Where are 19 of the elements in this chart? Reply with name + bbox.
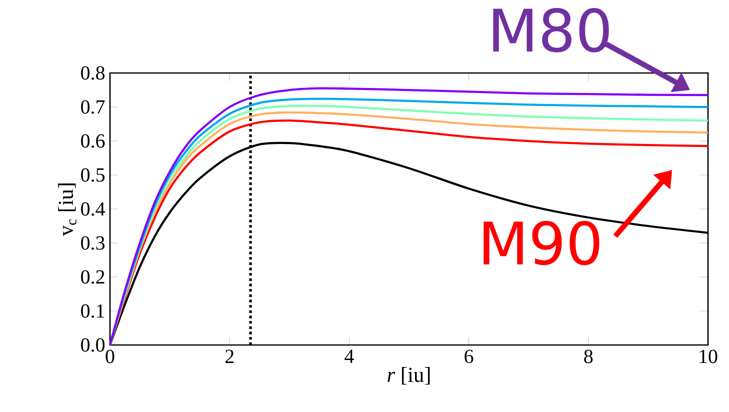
- y-tick-label: 0.6: [81, 134, 105, 148]
- x-tick-label: 2: [225, 350, 234, 363]
- text: M80: [493, 8, 609, 52]
- y-tick-label: 0.0: [81, 338, 105, 352]
- x-tick-label: 8: [584, 350, 593, 364]
- x-tick-label: 4: [344, 350, 354, 363]
- y-tick-label: 0.4: [81, 202, 105, 216]
- y-tick-label: 0.8: [81, 66, 105, 80]
- y-axis-title: v$_{c}$ [iu]: [58, 184, 76, 236]
- x-axis-title: r [iu]: [388, 367, 430, 385]
- x-tick-label: 6: [464, 350, 474, 364]
- y-tick-label: 0.3: [81, 236, 105, 250]
- x-tick-label: 0: [106, 350, 114, 364]
- y-tick-label: 0.7: [81, 100, 105, 114]
- y-tick-label: 0.5: [81, 168, 105, 182]
- y-tick-label: 0.2: [81, 270, 104, 284]
- y-tick-label: 0.1: [81, 304, 104, 318]
- x-tick-label: 10: [700, 350, 718, 364]
- annotation: M90: [484, 220, 600, 266]
